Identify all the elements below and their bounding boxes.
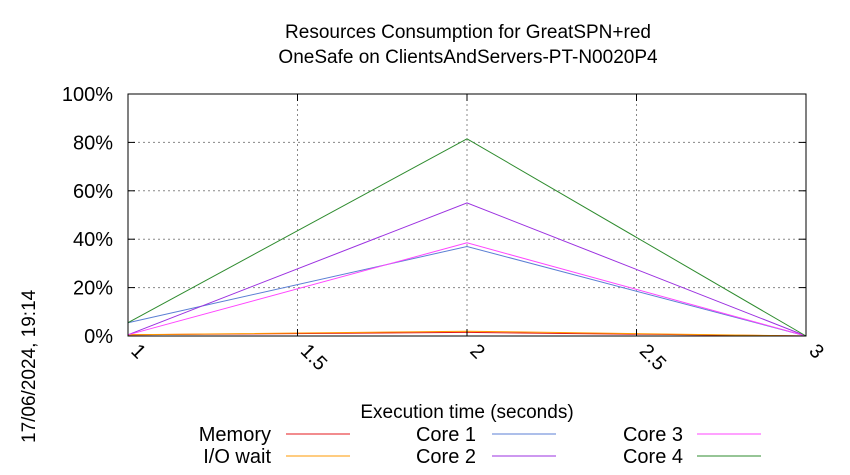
- legend-label-core-3: Core 3: [623, 424, 683, 446]
- series-lines: [127, 138, 807, 337]
- series-line-core-3: [127, 242, 807, 337]
- y-tick-label: 20%: [73, 278, 113, 300]
- y-tick-label: 40%: [73, 229, 113, 251]
- legend-label-core-2: Core 2: [416, 446, 476, 468]
- legend-label-memory: Memory: [199, 424, 271, 446]
- x-tick-label: 3: [804, 340, 827, 363]
- y-tick-label: 60%: [73, 181, 113, 203]
- legend-label-i-o-wait: I/O wait: [203, 446, 271, 468]
- y-tick-label: 0%: [84, 326, 113, 348]
- x-axis-ticks: 1 1.5 2 2.5 3: [126, 94, 828, 375]
- y-axis-ticks: 0% 20% 40% 60% 80% 100%: [62, 84, 806, 348]
- x-tick-label: 1: [126, 340, 149, 363]
- y-tick-label: 100%: [62, 84, 113, 106]
- series-line-core-2: [127, 202, 807, 337]
- chart-title: Resources Consumption for GreatSPN+red: [285, 22, 651, 43]
- grid: [128, 94, 806, 336]
- legend-label-core-1: Core 1: [416, 424, 476, 446]
- chart-subtitle: OneSafe on ClientsAndServers-PT-N0020P4: [278, 47, 658, 68]
- x-axis-label: Execution time (seconds): [360, 402, 573, 423]
- legend-label-core-4: Core 4: [623, 446, 683, 468]
- series-line-core-4: [127, 138, 807, 337]
- timestamp: 17/06/2024, 19:14: [19, 289, 40, 443]
- series-line-core-1: [127, 245, 807, 337]
- x-tick-label: 2.5: [635, 340, 670, 375]
- x-tick-label: 1.5: [296, 340, 331, 375]
- y-tick-label: 80%: [73, 132, 113, 154]
- x-tick-label: 2: [465, 340, 488, 363]
